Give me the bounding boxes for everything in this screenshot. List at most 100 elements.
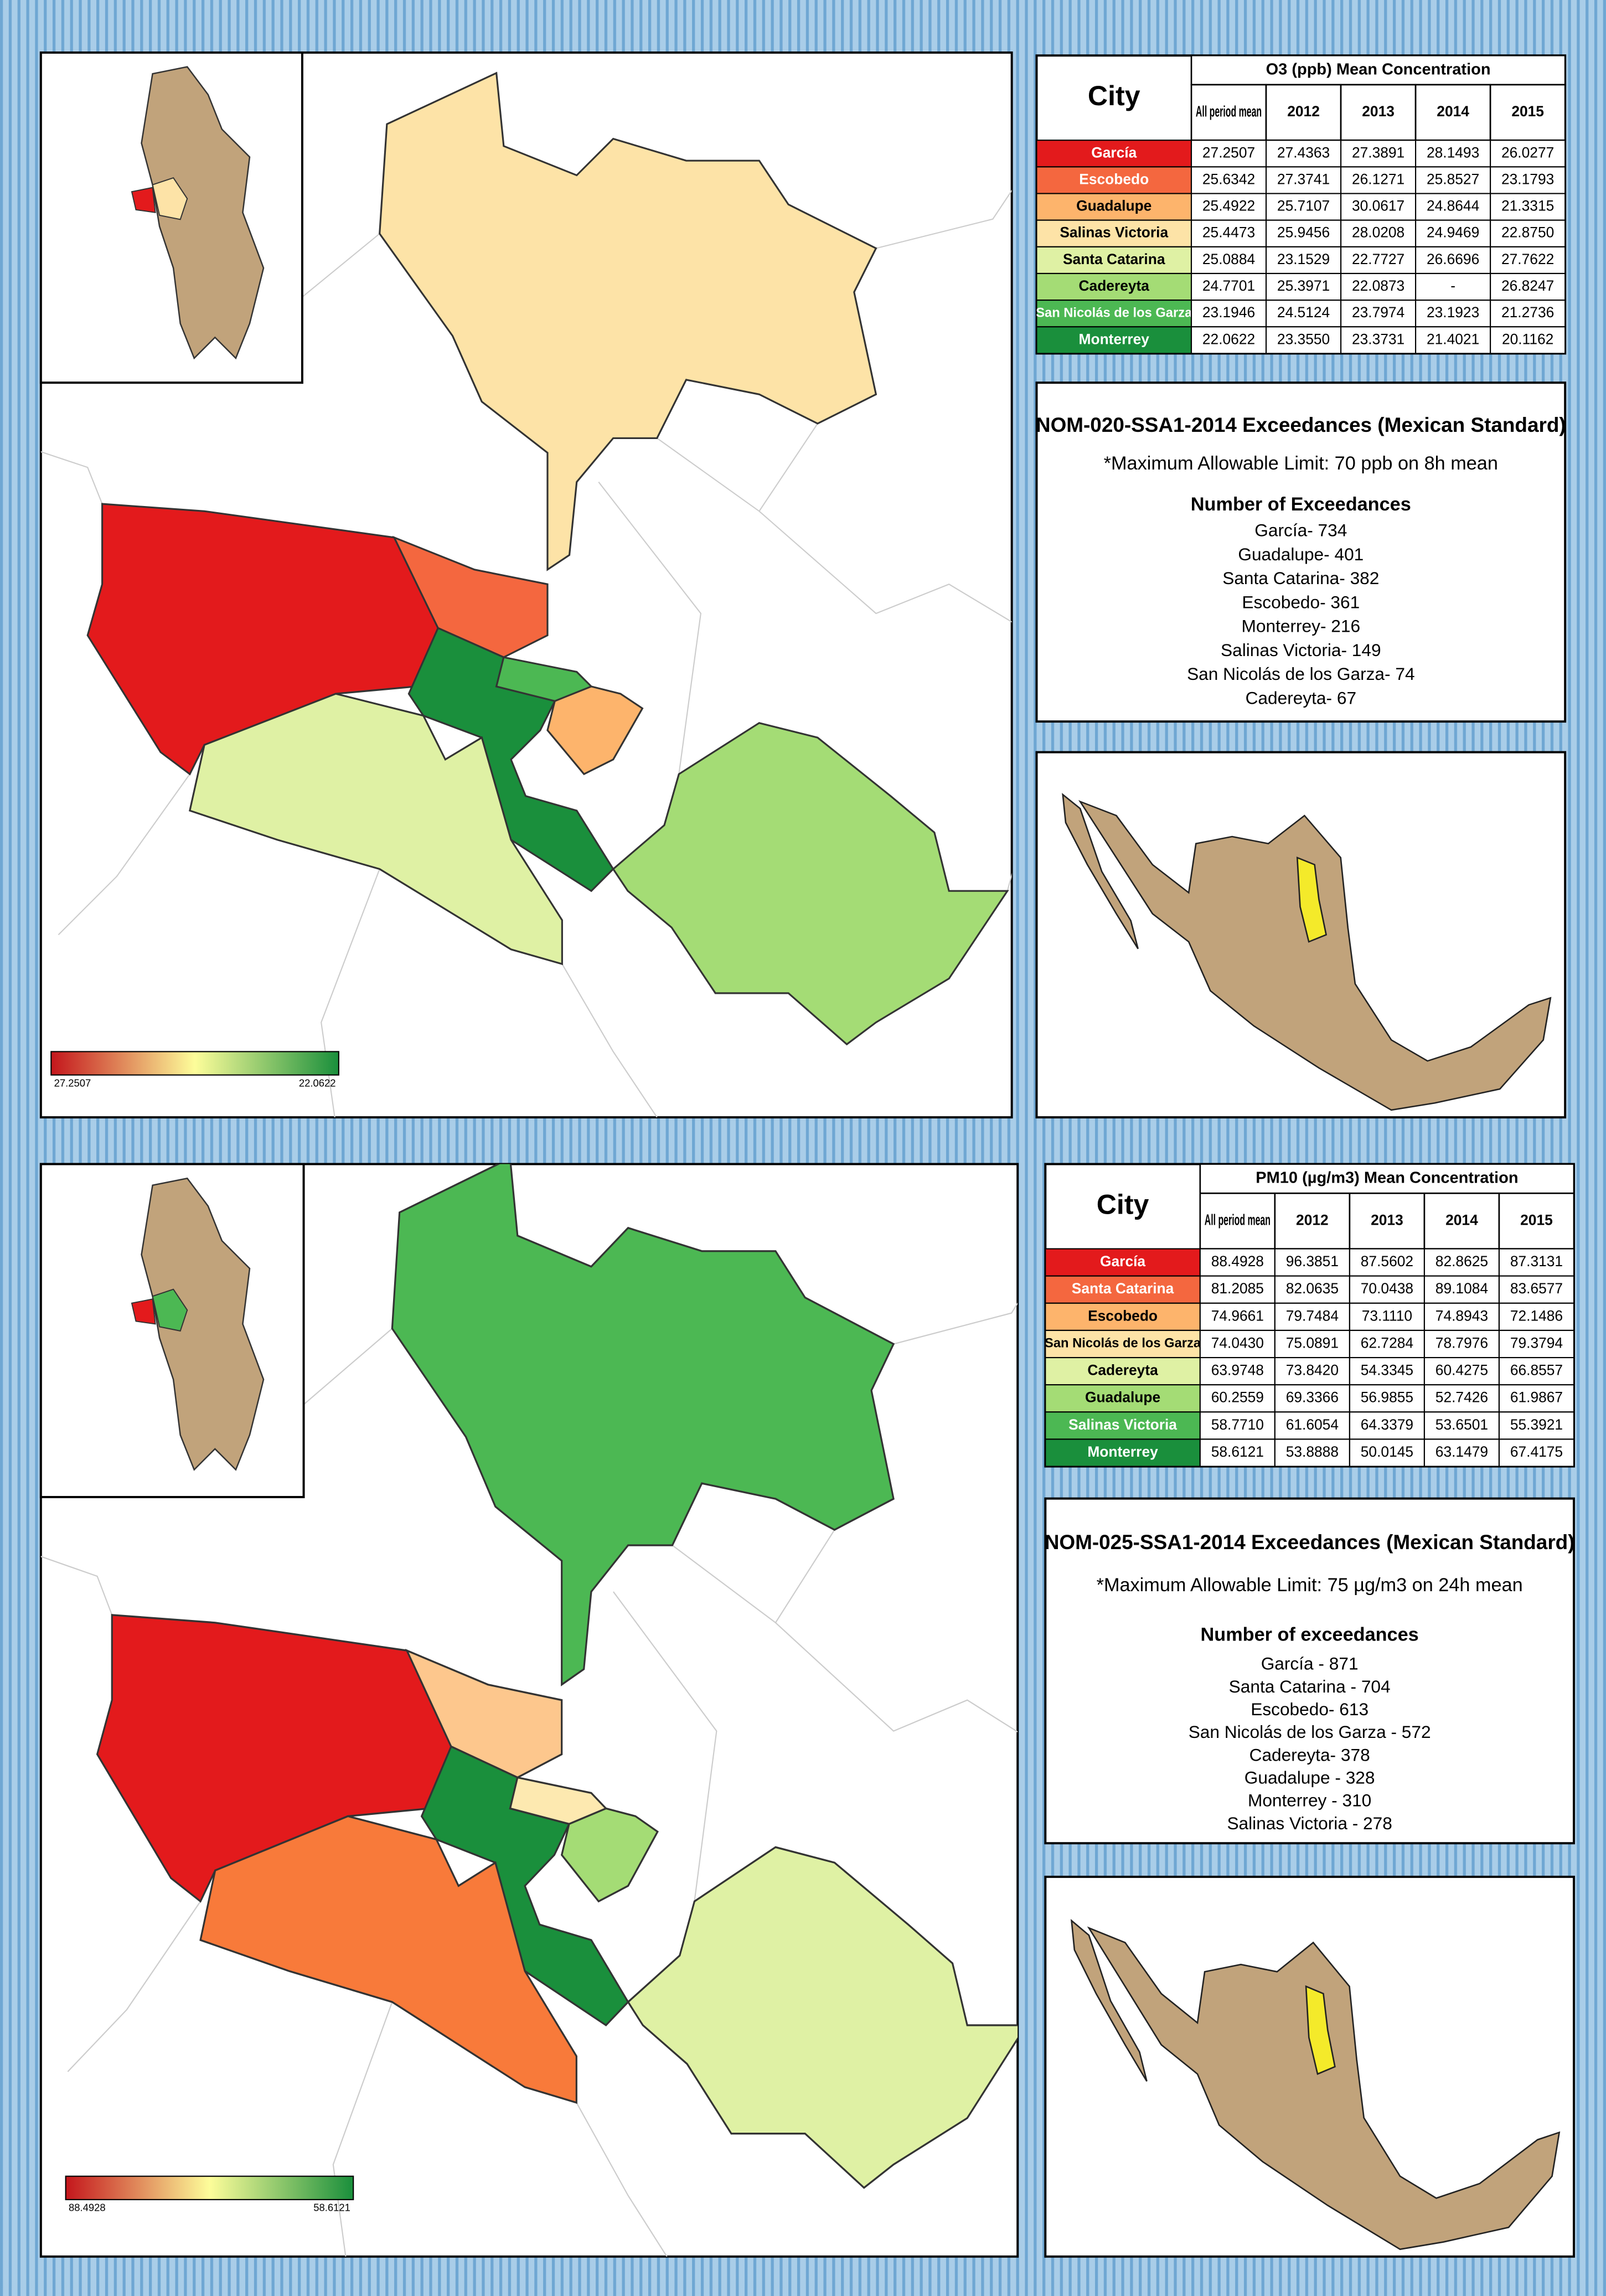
city-name: Escobedo [1079, 171, 1149, 187]
value: 25.0884 [1202, 251, 1255, 267]
value-cell [1265, 140, 1342, 168]
value-cell [1274, 1357, 1350, 1386]
city-cell [1045, 1384, 1201, 1413]
value: 88.4928 [1211, 1253, 1264, 1270]
legend-bar [65, 2175, 354, 2200]
value: 79.3794 [1510, 1334, 1563, 1351]
municipality-santacatarina [199, 1815, 577, 2104]
value: 69.3366 [1286, 1389, 1339, 1406]
value-cell [1498, 1411, 1575, 1440]
value: 23.1793 [1501, 171, 1554, 187]
map [40, 1164, 1018, 2257]
city-name: Santa Catarina [1072, 1280, 1174, 1297]
value: 81.2085 [1211, 1280, 1264, 1297]
value-cell [1498, 1302, 1575, 1331]
exceedance-item: Cadereyta- 378 [1249, 1745, 1370, 1764]
column-header-cell [1489, 84, 1566, 141]
value: 73.8420 [1286, 1362, 1339, 1379]
exceedance-item: Salinas Victoria- 149 [1221, 640, 1381, 660]
city-name: Santa Catarina [1063, 251, 1165, 267]
value-cell [1423, 1302, 1500, 1331]
municipality-santacatarina [188, 693, 563, 966]
value: 24.7701 [1202, 277, 1255, 294]
boundary [598, 481, 701, 775]
value-cell [1199, 1329, 1275, 1359]
value: 25.6342 [1202, 171, 1255, 187]
legend-min: 27.2507 [54, 1077, 91, 1088]
column-header: 2015 [1520, 1211, 1553, 1228]
value: 55.3921 [1510, 1416, 1563, 1433]
value: 25.7107 [1277, 198, 1330, 214]
value-cell [1340, 193, 1417, 221]
value: - [1450, 277, 1455, 294]
title-cell [1190, 54, 1566, 86]
value: 96.3851 [1286, 1253, 1339, 1270]
value-cell [1265, 272, 1342, 301]
city-name: Guadalupe [1076, 198, 1151, 214]
baja [1070, 1918, 1148, 2082]
standard-title: NOM-020-SSA1-2014 Exceedances (Mexican S… [1036, 414, 1566, 436]
metro-west [131, 1298, 156, 1325]
value-cell [1274, 1248, 1350, 1277]
limit-text: *Maximum Allowable Limit: 70 ppb on 8h m… [1104, 453, 1498, 474]
value: 23.1946 [1202, 304, 1255, 321]
value-cell [1415, 246, 1491, 275]
municipality-cadereyta [612, 722, 1009, 1046]
value-cell [1415, 219, 1491, 247]
value: 27.3741 [1277, 171, 1330, 187]
value: 22.7727 [1352, 251, 1404, 267]
city-name: Escobedo [1088, 1307, 1158, 1324]
value: 25.4473 [1202, 224, 1255, 241]
value: 74.8943 [1435, 1307, 1488, 1324]
value-cell [1199, 1438, 1275, 1467]
value-cell [1490, 193, 1566, 221]
value: 83.6577 [1510, 1280, 1563, 1297]
city-cell [1036, 166, 1192, 194]
value: 30.0617 [1352, 198, 1404, 214]
column-header-cell [1340, 84, 1417, 141]
value: 87.3131 [1510, 1253, 1563, 1270]
exceedance-heading: Number of Exceedances [1191, 494, 1411, 515]
limit-text: *Maximum Allowable Limit: 75 µg/m3 on 24… [1097, 1575, 1523, 1596]
value: 61.6054 [1286, 1416, 1339, 1433]
standard-box [1044, 1497, 1575, 1845]
nuevo-leon [1296, 857, 1328, 943]
value-cell [1349, 1357, 1425, 1386]
city-cell [1036, 246, 1192, 275]
value-cell [1415, 326, 1491, 354]
exceedance-item: Santa Catarina - 704 [1229, 1676, 1391, 1696]
city-name: García [1091, 144, 1137, 161]
value-cell [1349, 1329, 1425, 1359]
inset-map [131, 66, 265, 360]
exceedance-item: Cadereyta- 67 [1246, 688, 1356, 708]
exceedance-item: Escobedo- 361 [1242, 592, 1360, 612]
boundary [561, 963, 658, 1118]
value: 66.8557 [1510, 1362, 1563, 1379]
value: 64.3379 [1361, 1416, 1413, 1433]
value: 87.5602 [1361, 1253, 1413, 1270]
column-header-cell [1423, 1192, 1500, 1250]
value: 79.7484 [1286, 1307, 1339, 1324]
value-cell [1498, 1248, 1575, 1277]
map [40, 71, 1012, 1118]
boundary [321, 869, 380, 1118]
boundary [893, 1302, 1018, 1345]
value-cell [1199, 1275, 1275, 1304]
standard-box [1035, 381, 1567, 723]
mexico-map [1070, 1918, 1561, 2250]
column-header-cell [1349, 1192, 1426, 1250]
exceedance-item: Escobedo- 613 [1251, 1699, 1369, 1719]
value: 23.3731 [1352, 331, 1404, 347]
boundary [876, 189, 1012, 249]
value: 24.5124 [1277, 304, 1330, 321]
boundary [67, 1901, 201, 2072]
mexico [1078, 800, 1552, 1111]
value-cell [1265, 219, 1342, 247]
column-header: 2013 [1371, 1211, 1403, 1228]
value: 60.4275 [1435, 1362, 1488, 1379]
city-name: Cadereyta [1079, 277, 1150, 294]
title-cell [1199, 1163, 1575, 1194]
value-cell [1423, 1248, 1500, 1277]
value-cell [1190, 246, 1267, 275]
metro-area [152, 177, 188, 220]
